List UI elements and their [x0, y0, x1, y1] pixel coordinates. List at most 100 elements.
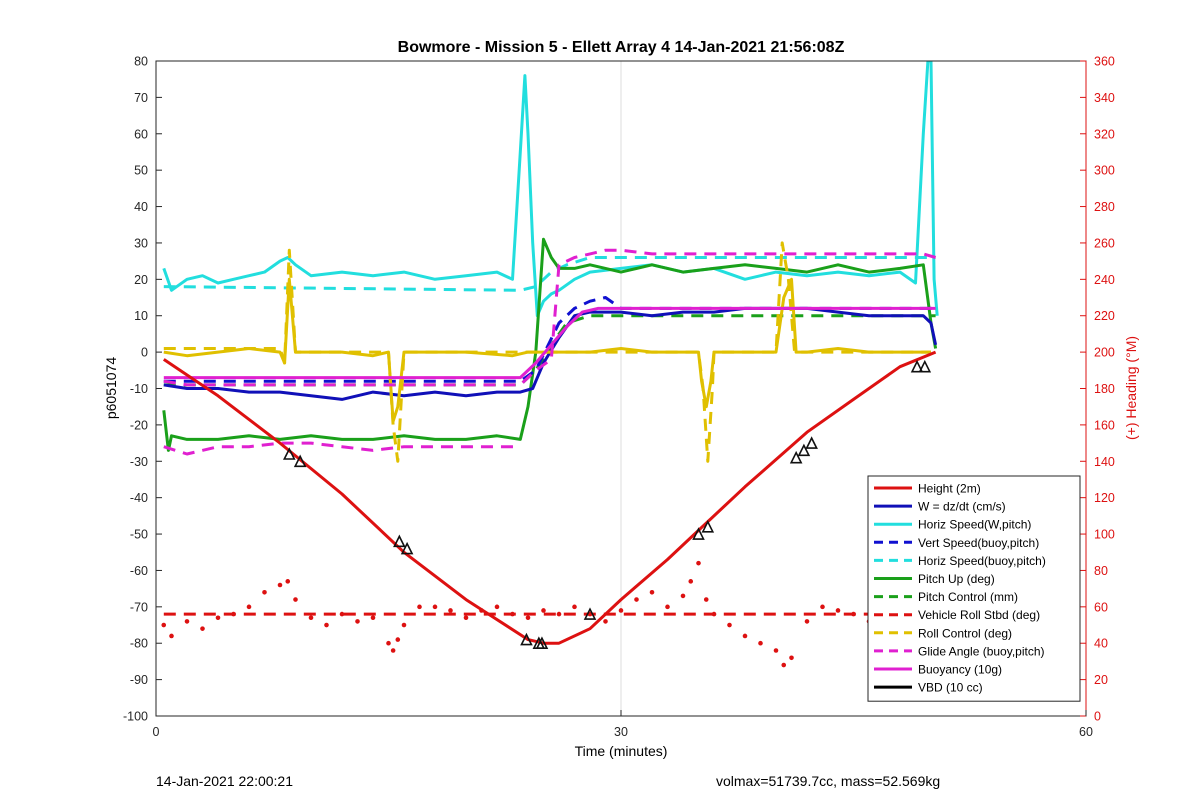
- roll-point: [200, 626, 205, 631]
- legend-label: W = dz/dt (cm/s): [918, 500, 1006, 514]
- y2-tick-label: 120: [1094, 491, 1115, 505]
- legend-label: Horiz Speed(buoy,pitch): [918, 554, 1046, 568]
- waypoint-marker: [797, 443, 811, 457]
- roll-point: [215, 615, 221, 621]
- roll-point: [386, 640, 391, 646]
- legend-label: Pitch Up (deg): [918, 572, 995, 586]
- series-line: [163, 241, 931, 463]
- y-tick-label: -10: [130, 382, 148, 396]
- y2-tick-label: 240: [1094, 273, 1115, 287]
- waypoint-marker: [701, 519, 715, 533]
- roll-point: [665, 604, 670, 610]
- roll-point: [370, 615, 376, 621]
- roll-point: [773, 648, 779, 653]
- roll-point: [161, 622, 167, 628]
- roll-point: [293, 597, 298, 602]
- y2-tick-label: 220: [1094, 309, 1115, 323]
- waypoint-marker: [805, 436, 818, 449]
- y2-tick-label: 20: [1094, 673, 1108, 687]
- x-tick-label: 60: [1079, 725, 1093, 739]
- legend: Height (2m) W = dz/dt (cm/s) Horiz Speed(W…: [867, 475, 1081, 702]
- waypoint-marker: [910, 359, 924, 373]
- y2-tick-label: 280: [1094, 200, 1115, 214]
- waypoint-marker: [789, 450, 803, 464]
- y2-tick-label: 320: [1094, 127, 1115, 141]
- roll-point: [525, 615, 531, 621]
- roll-point: [417, 604, 422, 610]
- legend-label: Horiz Speed(W,pitch): [918, 518, 1031, 532]
- legend-label: Vert Speed(buoy,pitch): [918, 536, 1039, 550]
- series-line: [163, 441, 521, 456]
- y-tick-label: -50: [130, 528, 148, 542]
- roll-point: [696, 560, 701, 566]
- roll-point: [789, 655, 794, 661]
- y2-tick-label: 200: [1094, 346, 1115, 360]
- roll-point: [355, 619, 360, 624]
- series-line: [163, 256, 936, 292]
- y-tick-label: 40: [134, 200, 148, 214]
- y-tick-label: 0: [141, 346, 148, 360]
- roll-point: [603, 619, 608, 624]
- roll-point: [277, 582, 283, 588]
- waypoint-markers: [283, 359, 932, 650]
- roll-point: [395, 637, 401, 642]
- roll-point: [390, 648, 396, 653]
- roll-point: [649, 589, 655, 595]
- legend-label: VBD (10 cc): [918, 681, 983, 695]
- x-tick-label: 0: [153, 725, 160, 739]
- waypoint-marker: [918, 359, 932, 373]
- roll-point: [432, 604, 438, 610]
- y2-tick-label: 40: [1094, 637, 1108, 651]
- waypoint-marker: [393, 534, 406, 548]
- y2-tick-label: 0: [1094, 710, 1101, 724]
- chart-title: Bowmore - Mission 5 - Ellett Array 4 14-…: [398, 39, 845, 56]
- footer-timestamp: 14-Jan-2021 22:00:21: [156, 773, 293, 789]
- series-line: [163, 314, 936, 387]
- legend-label: Height (2m): [918, 482, 981, 496]
- y2-axis-label: (+) Heading (°M): [1123, 336, 1139, 440]
- y2-tick-label: 340: [1094, 91, 1115, 105]
- waypoint-marker: [692, 527, 705, 540]
- y-axis-left: -100-90-80-70-60-50-40-30-20-10010203040…: [123, 55, 162, 724]
- y-tick-label: 60: [134, 127, 148, 141]
- y2-tick-label: 80: [1094, 564, 1108, 578]
- series-line: [162, 350, 937, 645]
- roll-point: [572, 604, 577, 610]
- x-axis-label: Time (minutes): [575, 743, 668, 759]
- legend-label: Pitch Control (mm): [918, 590, 1018, 604]
- y2-tick-label: 180: [1094, 382, 1115, 396]
- waypoint-marker: [293, 454, 307, 468]
- legend-label: Buoyancy (10g): [918, 663, 1002, 677]
- roll-point: [463, 615, 469, 621]
- y-tick-label: -70: [130, 600, 148, 614]
- y-tick-label: -30: [130, 455, 148, 469]
- roll-point: [618, 608, 624, 613]
- y2-tick-label: 300: [1094, 164, 1115, 178]
- roll-point: [727, 622, 732, 628]
- roll-point: [851, 611, 856, 617]
- roll-point: [448, 608, 453, 613]
- y-tick-label: 30: [134, 236, 148, 250]
- roll-point: [758, 640, 763, 646]
- roll-point: [680, 593, 686, 599]
- roll-point: [688, 579, 694, 584]
- roll-point: [556, 611, 562, 617]
- y2-tick-label: 260: [1094, 236, 1115, 250]
- series-line: [162, 237, 938, 452]
- roll-point: [541, 608, 546, 613]
- roll-point: [781, 662, 787, 668]
- roll-point: [634, 597, 639, 602]
- y2-tick-label: 160: [1094, 418, 1115, 432]
- waypoint-marker: [283, 447, 296, 460]
- legend-box: [867, 475, 1081, 702]
- y2-tick-label: 140: [1094, 455, 1115, 469]
- legend-label: Vehicle Roll Stbd (deg): [918, 608, 1040, 622]
- roll-point: [324, 622, 329, 628]
- roll-point: [711, 611, 717, 617]
- y2-tick-label: 100: [1094, 528, 1115, 542]
- y-tick-label: 50: [134, 164, 148, 178]
- y-tick-label: -90: [130, 673, 148, 687]
- legend-label: Roll Control (deg): [918, 626, 1012, 640]
- y-tick-label: -60: [130, 564, 148, 578]
